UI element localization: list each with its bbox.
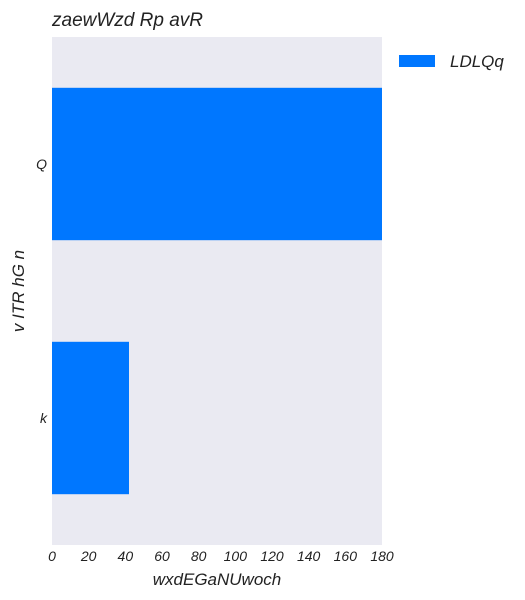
y-tick-label-k: k [40, 410, 48, 426]
x-tick-label-180: 180 [370, 548, 394, 564]
x-tick-label-160: 160 [334, 548, 358, 564]
legend-label: LDLQq [450, 52, 504, 71]
legend: LDLQq [399, 52, 504, 71]
x-tick-label-0: 0 [48, 548, 56, 564]
x-tick-labels: 0 20 40 60 80 100 120 140 160 180 [48, 548, 394, 564]
y-tick-labels: Qk [36, 156, 48, 426]
x-tick-label-20: 20 [80, 548, 97, 564]
x-tick-label-140: 140 [297, 548, 321, 564]
x-tick-label-60: 60 [154, 548, 170, 564]
x-tick-label-100: 100 [224, 548, 248, 564]
x-tick-label-40: 40 [118, 548, 134, 564]
bar-Q [52, 88, 382, 240]
x-tick-label-80: 80 [191, 548, 207, 564]
chart-title: zaewWzd Rp avR [51, 10, 203, 31]
y-axis-label: v ITR hG n [9, 250, 28, 332]
y-tick-label-Q: Q [36, 156, 47, 172]
bar-k [52, 342, 129, 494]
x-tick-label-120: 120 [260, 548, 284, 564]
x-axis-label: wxdEGaNUwoch [153, 570, 282, 589]
legend-swatch [399, 55, 435, 67]
